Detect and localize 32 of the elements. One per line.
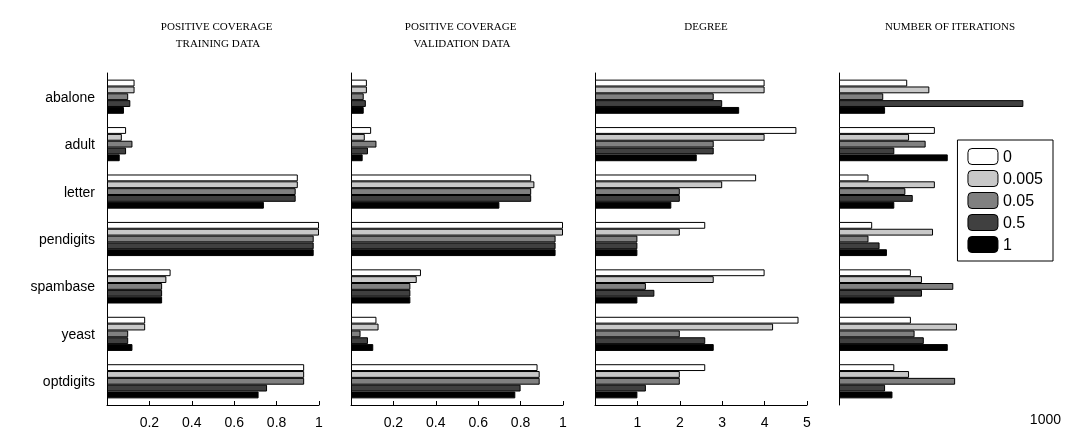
- x-tick-label: 1: [633, 414, 642, 430]
- x-tick-label: 0.8: [510, 414, 531, 430]
- x-tick-label: 5: [803, 414, 812, 430]
- legend-label: 0: [1002, 148, 1012, 165]
- y-tick-label: abalone: [45, 88, 96, 105]
- legend-label: 0.5: [1002, 214, 1026, 231]
- y-tick-label: adult: [64, 136, 96, 153]
- x-tick-label: 0.4: [426, 414, 446, 430]
- x-tick-label: 3: [718, 414, 727, 430]
- legend-label: 1: [1002, 236, 1012, 253]
- y-tick-label: spambase: [30, 278, 96, 295]
- legend-label: 0.005: [1002, 170, 1044, 187]
- x-tick-label: 0.4: [182, 414, 202, 430]
- chart-title: POSITIVE COVERAGE TRAINING DATA: [160, 19, 276, 49]
- x-tick-label: 4: [760, 414, 769, 430]
- chart-title: DEGREE: [684, 19, 728, 32]
- x-tick-label: 1: [559, 414, 568, 430]
- y-tick-label: pendigits: [38, 231, 95, 247]
- x-tick-label: 0.2: [139, 414, 160, 430]
- chart-title: POSITIVE COVERAGE VALIDATION DATA: [404, 19, 520, 49]
- x-tick-label: 1: [315, 414, 324, 430]
- chart-title: NUMBER OF ITERATIONS: [884, 19, 1016, 32]
- y-tick-label: letter: [63, 183, 96, 200]
- legend-label: 0.05: [1002, 192, 1035, 209]
- x-tick-label: 2: [675, 414, 684, 430]
- y-tick-label: yeast: [61, 325, 96, 342]
- x-tick-label: 0.6: [224, 414, 245, 430]
- y-tick-label: optdigits: [42, 373, 95, 390]
- x-tick-label: 0.2: [383, 414, 404, 430]
- x-tick-label: 0.6: [468, 414, 489, 430]
- x-tick-label: 0.8: [266, 414, 287, 430]
- text: 1000: [1029, 411, 1062, 427]
